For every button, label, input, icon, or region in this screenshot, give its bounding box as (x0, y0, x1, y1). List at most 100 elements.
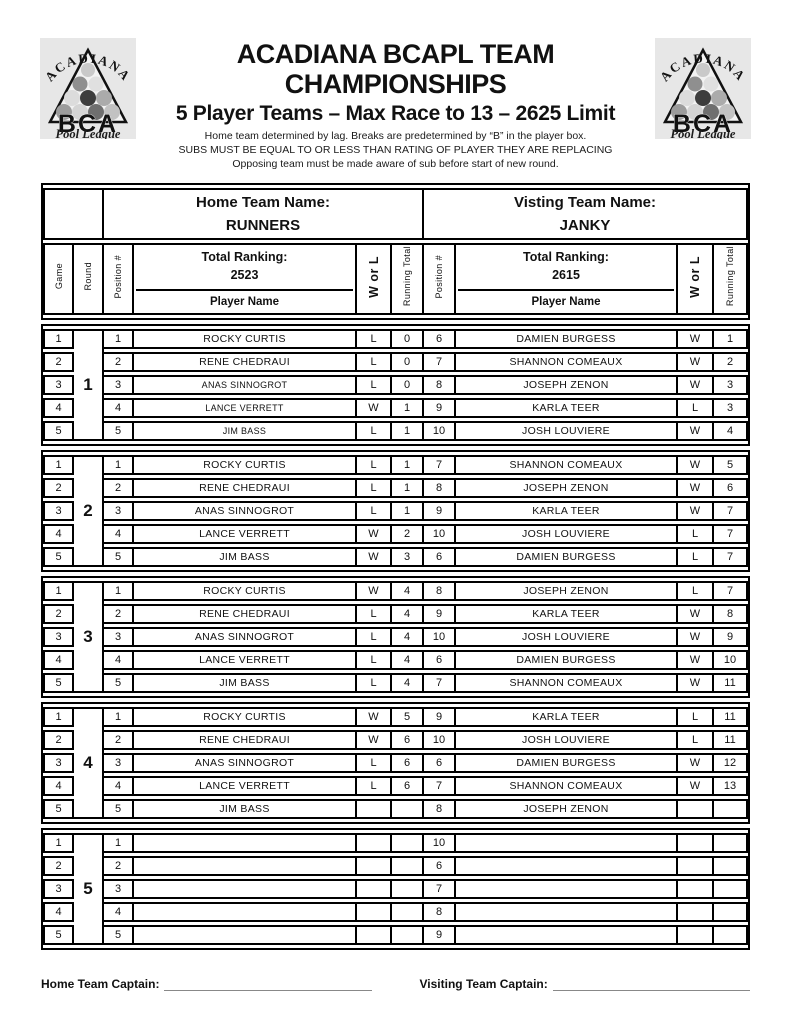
home-player-cell: ANAS SINNOGROT (134, 752, 357, 773)
game-column-header: Game (43, 242, 74, 315)
visiting-position-cell: 8 (424, 477, 456, 498)
home-position-cell: 4 (104, 901, 134, 922)
visiting-player-cell: DAMIEN BURGESS (456, 546, 678, 567)
visiting-position-cell: 7 (424, 351, 456, 372)
game-cell: 5 (43, 420, 74, 441)
visiting-position-cell: 6 (424, 855, 456, 876)
home-position-cell: 4 (104, 775, 134, 796)
home-running-total-cell (392, 798, 424, 819)
game-cell: 2 (43, 855, 74, 876)
game-cell: 1 (43, 580, 74, 601)
home-running-total-cell: 4 (392, 580, 424, 601)
game-row: 3 3 ANAS SINNOGROT L 6 6 DAMIEN BURGESS … (43, 752, 748, 773)
visiting-position-cell: 9 (424, 500, 456, 521)
home-position-cell: 4 (104, 523, 134, 544)
visiting-team-header-cell: Visting Team Name: JANKY (424, 187, 748, 240)
visiting-team-name: JANKY (559, 216, 611, 234)
round-2-table: 1 2 1 ROCKY CURTIS L 1 7 SHANNON COMEAUX… (41, 449, 750, 572)
home-player-cell: RENE CHEDRAUI (134, 729, 357, 750)
home-position-cell: 4 (104, 397, 134, 418)
logo-script-text: Pool League (671, 127, 736, 139)
visiting-player-name-column-label: Player Name (531, 295, 601, 308)
rule-line: SUBS MUST BE EQUAL TO OR LESS THAN RATIN… (178, 144, 613, 157)
home-player-cell: RENE CHEDRAUI (134, 603, 357, 624)
game-row: 3 3 ANAS SINNOGROT L 1 9 KARLA TEER W 7 (43, 500, 748, 521)
home-position-column-header: Position # (104, 242, 134, 315)
game-row: 1 4 1 ROCKY CURTIS W 5 9 KARLA TEER L 11 (43, 706, 748, 819)
visiting-position-cell: 10 (424, 420, 456, 441)
round-number-cell: 5 (74, 832, 104, 945)
home-wl-cell: L (357, 477, 392, 498)
home-position-cell: 2 (104, 729, 134, 750)
home-wl-cell (357, 855, 392, 876)
home-wl-cell: L (357, 775, 392, 796)
home-wl-cell: W (357, 523, 392, 544)
home-running-total-cell: 1 (392, 477, 424, 498)
home-position-cell: 3 (104, 626, 134, 647)
home-running-total-cell: 0 (392, 328, 424, 349)
game-row: 5 5 JIM BASS L 4 7 SHANNON COMEAUX W 11 (43, 672, 748, 693)
page-subtitle: 5 Player Teams – Max Race to 13 – 2625 L… (175, 102, 616, 126)
home-player-cell: JIM BASS (134, 798, 357, 819)
home-player-cell: JIM BASS (134, 420, 357, 441)
round-column-header: Round (74, 242, 104, 315)
wl-column-label: W or L (366, 255, 381, 298)
visiting-player-cell: DAMIEN BURGESS (456, 649, 678, 670)
visiting-running-total-cell: 7 (714, 546, 748, 567)
visiting-position-cell: 10 (424, 832, 456, 853)
visiting-position-cell: 9 (424, 603, 456, 624)
game-cell: 3 (43, 374, 74, 395)
visiting-player-cell: JOSEPH ZENON (456, 477, 678, 498)
home-team-name: RUNNERS (225, 216, 301, 234)
round-column-label: Round (83, 262, 93, 291)
home-position-cell: 5 (104, 546, 134, 567)
visiting-position-cell: 10 (424, 626, 456, 647)
visiting-position-cell: 7 (424, 454, 456, 475)
visiting-player-cell: KARLA TEER (456, 500, 678, 521)
home-wl-cell (357, 798, 392, 819)
game-cell: 3 (43, 626, 74, 647)
visiting-running-total-cell (714, 855, 748, 876)
game-cell: 1 (43, 706, 74, 727)
visiting-position-column-header: Position # (424, 242, 456, 315)
home-running-total-cell: 2 (392, 523, 424, 544)
visiting-player-cell: JOSH LOUVIERE (456, 523, 678, 544)
rule-line: Opposing team must be made aware of sub … (232, 158, 559, 171)
visiting-running-total-cell (714, 901, 748, 922)
home-wl-cell (357, 901, 392, 922)
visiting-wl-column-header: W or L (678, 242, 714, 315)
home-wl-cell: W (357, 729, 392, 750)
home-position-cell: 2 (104, 351, 134, 372)
visiting-running-total-cell: 9 (714, 626, 748, 647)
title-block: ACADIANA BCAPL TEAM CHAMPIONSHIPS 5 Play… (142, 38, 649, 172)
home-player-cell (134, 901, 357, 922)
visiting-running-total-cell: 2 (714, 351, 748, 372)
home-wl-cell: L (357, 752, 392, 773)
corner-cell (43, 187, 104, 240)
game-cell: 4 (43, 775, 74, 796)
game-cell: 1 (43, 328, 74, 349)
home-position-cell: 1 (104, 580, 134, 601)
home-position-cell: 2 (104, 477, 134, 498)
home-captain-group: Home Team Captain: (41, 977, 372, 991)
visiting-player-cell: JOSH LOUVIERE (456, 420, 678, 441)
round-5-table: 1 5 1 10 2 2 6 (41, 827, 750, 950)
visiting-running-total-cell: 3 (714, 374, 748, 395)
visiting-player-cell: KARLA TEER (456, 397, 678, 418)
visiting-wl-cell: W (678, 649, 714, 670)
game-row: 2 2 RENE CHEDRAUI L 4 9 KARLA TEER W 8 (43, 603, 748, 624)
captains-section: Home Team Captain: Visiting Team Captain… (41, 977, 750, 991)
visiting-wl-cell: W (678, 775, 714, 796)
visiting-wl-cell: L (678, 523, 714, 544)
game-row: 2 2 RENE CHEDRAUI L 1 8 JOSEPH ZENON W 6 (43, 477, 748, 498)
round-number-cell: 3 (74, 580, 104, 693)
visiting-running-total-cell: 5 (714, 454, 748, 475)
round-number-cell: 4 (74, 706, 104, 819)
rule-line: Home team determined by lag. Breaks are … (204, 130, 587, 143)
game-cell: 2 (43, 729, 74, 750)
visiting-captain-group: Visiting Team Captain: (420, 977, 750, 991)
home-player-cell: LANCE VERRETT (134, 397, 357, 418)
home-running-total-cell: 6 (392, 752, 424, 773)
game-row: 5 5 JIM BASS L 1 10 JOSH LOUVIERE W 4 (43, 420, 748, 441)
game-cell: 3 (43, 500, 74, 521)
